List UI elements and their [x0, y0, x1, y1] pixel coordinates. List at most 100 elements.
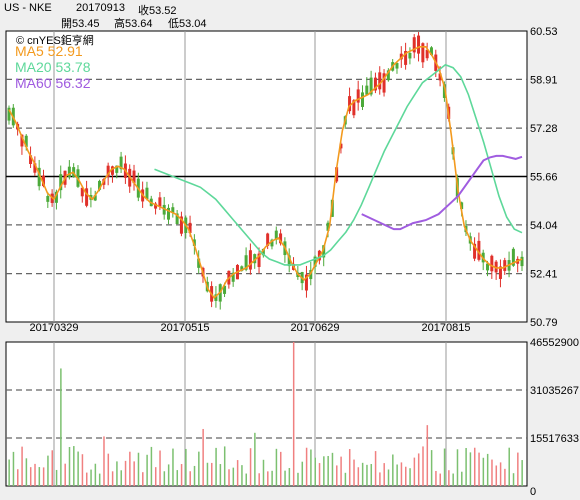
- volume-bar: [387, 469, 390, 486]
- price-y-tick-label: 57.28: [530, 123, 558, 135]
- volume-bar: [361, 462, 364, 486]
- candle-body: [408, 52, 412, 59]
- volume-y-tick-label: 15517633: [530, 433, 579, 445]
- legend-ma5: MA5 52.91: [15, 43, 83, 59]
- candle-body: [356, 89, 360, 103]
- candle-body: [214, 294, 218, 301]
- volume-bar: [271, 470, 273, 486]
- volume-bar: [73, 446, 75, 486]
- volume-bar: [284, 470, 286, 486]
- volume-bar: [146, 454, 148, 486]
- volume-bar: [185, 448, 187, 486]
- candle-body: [248, 250, 252, 270]
- volume-bar: [486, 453, 489, 486]
- volume-bar: [310, 449, 312, 486]
- candle-body: [145, 187, 149, 200]
- candle-body: [352, 100, 356, 116]
- volume-bar: [133, 461, 135, 486]
- volume-bar: [189, 471, 191, 486]
- ma20-line: [154, 63, 523, 266]
- volume-bar: [219, 464, 222, 486]
- candle-body: [244, 255, 248, 270]
- volume-bar: [452, 473, 454, 486]
- candle-body: [59, 174, 63, 191]
- candle-body: [253, 254, 257, 264]
- candle-body: [158, 197, 162, 207]
- volume-bar: [111, 471, 114, 486]
- candle-body: [365, 85, 369, 95]
- candle-body: [326, 222, 330, 231]
- candle-body: [197, 258, 201, 268]
- volume-bar: [301, 461, 304, 486]
- volume-bar: [292, 342, 295, 486]
- candle-body: [412, 37, 416, 53]
- legend-ma60: MA60 56.32: [15, 75, 91, 91]
- candle-body: [335, 167, 339, 182]
- candle-body: [373, 77, 377, 91]
- candle-body: [179, 216, 183, 234]
- volume-bar: [417, 453, 420, 486]
- candle-body: [67, 166, 71, 178]
- volume-bar: [103, 436, 105, 486]
- volume-bar: [180, 464, 183, 486]
- volume-bar: [344, 472, 347, 486]
- copyright-icon: ©: [16, 35, 25, 47]
- volume-bar: [241, 465, 243, 486]
- candle-body: [429, 47, 433, 55]
- volume-bar: [258, 473, 260, 486]
- volume-bar: [34, 463, 36, 486]
- candle-body: [339, 143, 343, 149]
- candle-body: [188, 222, 192, 234]
- volume-bar: [426, 425, 429, 486]
- candle-body: [154, 203, 158, 209]
- volume-y-tick-label: 0: [530, 486, 536, 498]
- x-tick-label: 20170515: [161, 322, 210, 334]
- volume-bar: [430, 450, 433, 486]
- volume-bar: [435, 470, 437, 486]
- header-low: 低53.04: [168, 18, 207, 30]
- ma60-line: [361, 154, 523, 231]
- header-symbol: US - NKE: [4, 2, 52, 14]
- volume-bar: [512, 473, 515, 486]
- volume-bar: [17, 469, 19, 486]
- candle-body: [171, 207, 175, 213]
- volume-bar: [413, 457, 416, 486]
- watermark-text: cnYES鉅亨網: [27, 35, 94, 47]
- candle-body: [231, 272, 235, 282]
- price-y-tick-label: 60.53: [530, 26, 558, 38]
- volume-bar: [370, 464, 373, 486]
- volume-bar: [85, 472, 88, 486]
- volume-bar: [38, 467, 41, 486]
- volume-bar: [64, 463, 66, 486]
- volume-bar: [396, 464, 398, 486]
- candle-body: [274, 230, 278, 240]
- candle-body: [115, 165, 119, 173]
- candle-body: [119, 156, 123, 170]
- candle-body: [378, 72, 382, 90]
- price-y-tick-label: 50.79: [530, 317, 558, 329]
- volume-bar: [137, 452, 140, 486]
- volume-y-tick-label: 31035267: [530, 385, 579, 397]
- candle-body: [7, 107, 11, 121]
- volume-bar: [461, 471, 463, 486]
- candle-body: [511, 248, 515, 266]
- volume-bar: [318, 463, 321, 486]
- volume-bar: [482, 457, 485, 486]
- volume-bar: [336, 465, 338, 486]
- volume-bar: [167, 464, 170, 486]
- volume-bar: [348, 449, 351, 486]
- candle-body: [132, 170, 136, 184]
- ma5-line: [8, 46, 523, 300]
- volume-bar: [392, 454, 394, 486]
- volume-bar: [504, 468, 506, 486]
- price-y-tick-label: 52.41: [530, 269, 558, 281]
- candle-body: [24, 135, 28, 147]
- volume-bar: [172, 448, 174, 486]
- candle-body: [382, 73, 386, 93]
- volume-bar: [379, 472, 381, 486]
- header-high: 高53.64: [114, 18, 153, 30]
- candle-body: [369, 77, 373, 95]
- candle-body: [167, 207, 171, 220]
- legend-ma20: MA20 53.78: [15, 59, 91, 75]
- price-y-tick-label: 54.04: [530, 220, 558, 232]
